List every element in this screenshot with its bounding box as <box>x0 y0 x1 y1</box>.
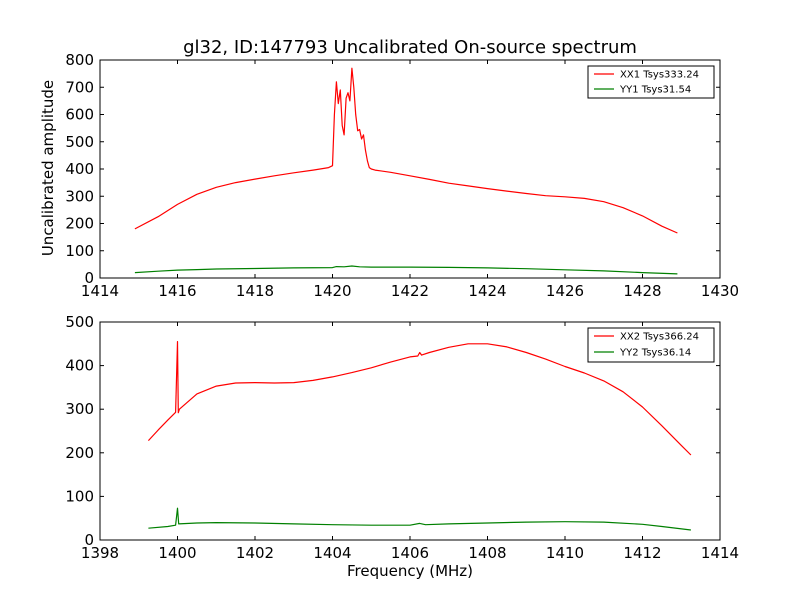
bottom-plot-frame <box>99 321 721 541</box>
bottom-x-tick-label: 1414 <box>701 544 739 562</box>
top-y-tick-label: 600 <box>65 106 94 124</box>
bottom-y-tick-label: 400 <box>65 357 94 375</box>
top-series-line-red <box>134 67 678 234</box>
bottom-legend: XX2 Tsys366.24 YY2 Tsys36.14 <box>587 327 715 363</box>
bottom-x-tick-label: 1404 <box>313 544 351 562</box>
top-y-tick-label: 500 <box>65 133 94 151</box>
top-legend-label-xx1: XX1 Tsys333.24 <box>620 70 699 81</box>
top-plot-frame <box>99 59 721 279</box>
bottom-y-tick-label: 100 <box>65 487 94 505</box>
bottom-y-tick-label: 500 <box>65 313 94 331</box>
top-x-tick-label: 1424 <box>468 282 506 300</box>
bottom-x-tick-label: 1412 <box>623 544 661 562</box>
top-series-lines <box>134 67 678 275</box>
bottom-x-axis-title: Frequency (MHz) <box>347 562 473 580</box>
top-x-ticks: 1414 1416 1418 1420 1422 1424 1426 1428 1430 <box>81 60 739 300</box>
bottom-y-ticks: 0 100 200 300 400 500 <box>65 313 720 549</box>
top-x-tick-label: 1430 <box>701 282 739 300</box>
top-x-tick-label: 1418 <box>236 282 274 300</box>
top-x-tick-label: 1428 <box>623 282 661 300</box>
top-y-tick-label: 400 <box>65 160 94 178</box>
top-panel: gl32, ID:147793 Uncalibrated On-source s… <box>39 37 739 300</box>
top-y-tick-label: 200 <box>65 215 94 233</box>
top-y-ticks: 0 100 200 300 400 500 600 700 800 <box>65 51 720 287</box>
bottom-panel: Frequency (MHz) 1398 1400 1402 1404 1406 1408… <box>65 313 739 580</box>
top-x-tick-label: 1422 <box>391 282 429 300</box>
bottom-legend-label-yy2: YY2 Tsys36.14 <box>619 348 691 359</box>
bottom-series-lines <box>147 341 692 531</box>
top-series-line-green <box>134 265 678 275</box>
top-x-tick-label: 1420 <box>313 282 351 300</box>
bottom-series-line-green <box>148 507 691 531</box>
top-y-tick-label: 300 <box>65 187 94 205</box>
top-y-tick-label: 100 <box>65 242 94 260</box>
top-legend-box <box>587 65 715 99</box>
bottom-y-tick-label: 200 <box>65 444 94 462</box>
bottom-x-tick-label: 1406 <box>391 544 429 562</box>
bottom-x-ticks: 1398 1400 1402 1404 1406 1408 1410 1412 1414 <box>81 322 739 562</box>
bottom-series-line-red <box>147 341 692 456</box>
top-x-tick-label: 1426 <box>546 282 584 300</box>
top-legend: XX1 Tsys333.24 YY1 Tsys31.54 <box>587 65 715 99</box>
bottom-x-tick-label: 1398 <box>81 544 119 562</box>
bottom-y-tick-label: 0 <box>84 531 94 549</box>
top-y-axis-title: Uncalibrated amplitude <box>39 80 57 256</box>
top-legend-label-yy1: YY1 Tsys31.54 <box>619 85 691 96</box>
top-y-tick-label: 0 <box>84 269 94 287</box>
bottom-x-tick-label: 1410 <box>546 544 584 562</box>
bottom-x-tick-label: 1402 <box>236 544 274 562</box>
top-y-tick-label: 700 <box>65 78 94 96</box>
bottom-y-tick-label: 300 <box>65 400 94 418</box>
bottom-x-tick-label: 1408 <box>468 544 506 562</box>
top-y-tick-label: 800 <box>65 51 94 69</box>
top-chart-title: gl32, ID:147793 Uncalibrated On-source s… <box>183 37 637 58</box>
bottom-legend-label-xx2: XX2 Tsys366.24 <box>620 332 699 343</box>
bottom-legend-box <box>587 327 715 363</box>
top-x-tick-label: 1416 <box>158 282 196 300</box>
top-x-tick-label: 1414 <box>81 282 119 300</box>
bottom-x-tick-label: 1400 <box>158 544 196 562</box>
